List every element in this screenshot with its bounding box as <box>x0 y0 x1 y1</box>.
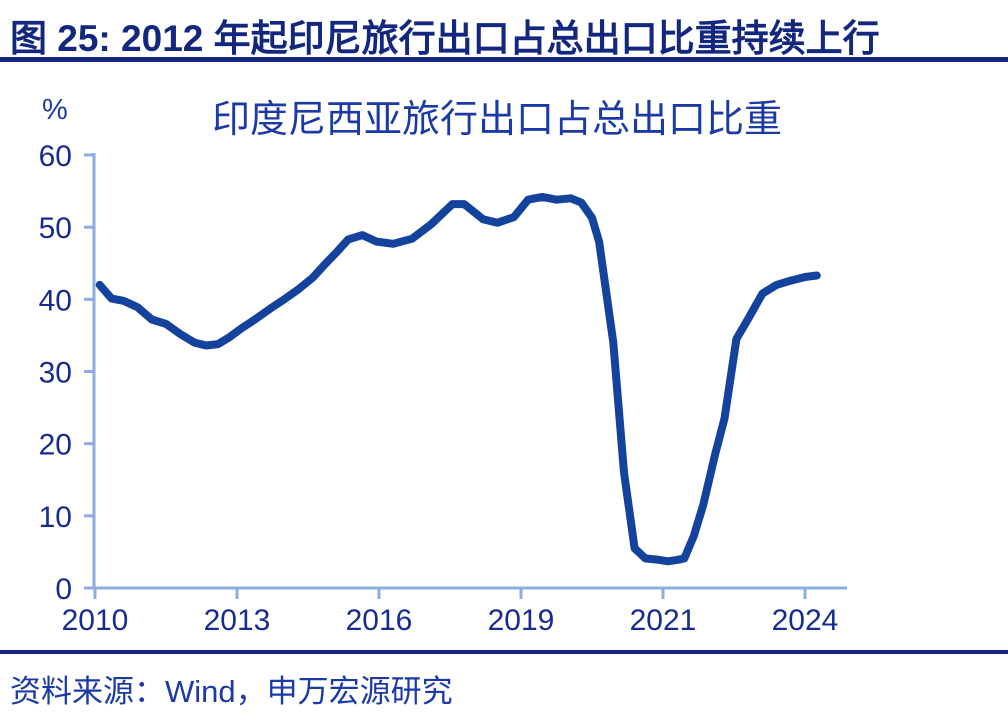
figure-title: 图 25: 2012 年起印尼旅行出口占总出口比重持续上行 <box>10 18 880 59</box>
y-axis-tick-label: 10 <box>39 501 72 534</box>
y-axis-tick-label: 30 <box>39 357 72 390</box>
y-axis-unit-label: % <box>42 94 68 126</box>
x-axis-tick-label: 2016 <box>346 604 413 637</box>
y-axis-tick-label: 20 <box>39 429 72 462</box>
bottom-divider-rule <box>0 650 1008 654</box>
x-axis-tick-label: 2021 <box>630 604 697 637</box>
x-axis-tick-label: 2010 <box>62 604 129 637</box>
y-axis-tick-label: 60 <box>39 140 72 173</box>
source-text: 资料来源：Wind，申万宏源研究 <box>10 674 453 709</box>
chart-title: 印度尼西亚旅行出口占总出口比重 <box>211 99 782 141</box>
x-axis-tick-label: 2024 <box>772 604 839 637</box>
y-axis-tick-label: 0 <box>55 573 72 606</box>
y-axis-tick-label: 50 <box>39 212 72 245</box>
data-line-travel-export-share <box>95 192 821 566</box>
x-axis-tick-label: 2013 <box>204 604 271 637</box>
y-axis-tick-label: 40 <box>39 284 72 317</box>
title-underline-rule <box>0 57 1008 62</box>
x-axis-tick-label: 2019 <box>488 604 555 637</box>
